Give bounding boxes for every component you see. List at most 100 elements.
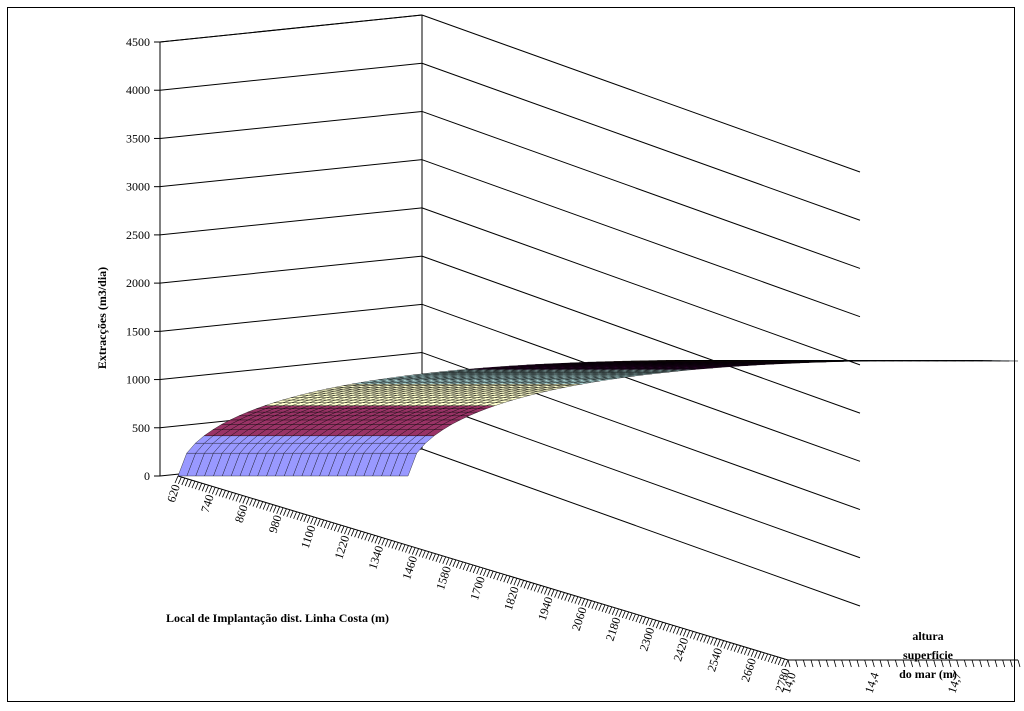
x-minor-tick — [567, 594, 572, 602]
x-minor-tick — [635, 614, 640, 623]
x-minor-tick — [225, 491, 230, 499]
x-minor-tick — [306, 515, 311, 524]
x-minor-tick — [371, 535, 375, 543]
depth-minor-tick — [879, 659, 883, 668]
depth-minor-tick — [871, 659, 875, 668]
depth-tick-label: 14,4 — [862, 671, 882, 695]
x-minor-tick — [727, 642, 731, 650]
gridline — [159, 110, 861, 269]
x-minor-tick — [462, 562, 467, 571]
x-minor-tick — [394, 542, 399, 550]
x-tick-label: 2540 — [704, 646, 725, 673]
x-minor-tick — [364, 533, 369, 541]
x-minor-tick — [577, 597, 582, 605]
x-minor-tick — [367, 534, 372, 542]
x-axis-title: Local de Implantação dist. Linha Costa (… — [166, 611, 389, 625]
x-minor-tick — [621, 610, 626, 619]
x-minor-tick — [479, 567, 484, 576]
depth-minor-tick — [1009, 659, 1013, 668]
tick-labels: 0 500 1000 1500 2000 2500 3000 3500 4000 4500 620 7… — [126, 35, 964, 695]
x-minor-tick — [459, 561, 464, 570]
x-minor-tick — [513, 578, 518, 586]
x-minor-tick — [628, 612, 633, 621]
x-minor-tick — [350, 528, 355, 537]
depth-minor-tick — [818, 659, 822, 668]
x-minor-tick — [550, 589, 555, 597]
x-minor-tick — [710, 637, 714, 645]
y-tick-label: 3500 — [126, 131, 150, 145]
x-minor-tick — [760, 652, 765, 661]
depth-minor-tick — [795, 659, 799, 668]
x-tick-label: 2300 — [637, 626, 658, 653]
x-tick-label: 1580 — [433, 564, 454, 591]
x-minor-tick — [252, 499, 257, 507]
x-tick-label: 1940 — [535, 595, 556, 622]
x-minor-tick — [645, 617, 650, 626]
x-minor-tick — [476, 566, 480, 575]
x-minor-tick — [347, 527, 352, 536]
x-minor-tick — [506, 576, 511, 584]
x-minor-tick — [235, 494, 240, 502]
x-minor-tick — [469, 564, 474, 573]
x-minor-tick — [611, 607, 616, 616]
x-minor-tick — [591, 601, 596, 609]
x-minor-tick — [638, 615, 643, 624]
x-minor-tick — [740, 646, 745, 654]
depth-axis-title-line: superficie — [903, 648, 954, 662]
x-minor-tick — [713, 638, 718, 646]
y-tick-label: 1000 — [126, 373, 150, 387]
depth-minor-tick — [933, 659, 937, 668]
x-minor-tick — [188, 479, 192, 488]
x-minor-tick — [703, 635, 708, 643]
x-minor-tick — [388, 540, 392, 548]
x-minor-tick — [649, 618, 653, 627]
x-minor-tick — [466, 563, 470, 572]
depth-tick-label: 14,7 — [945, 671, 965, 695]
depth-minor-tick — [917, 659, 921, 668]
x-minor-tick — [184, 478, 189, 487]
x-tick-label: 2420 — [670, 636, 691, 663]
top-edge — [159, 14, 423, 43]
x-minor-tick — [384, 539, 389, 547]
x-minor-tick — [693, 632, 697, 640]
x-minor-tick — [557, 591, 562, 599]
x-minor-tick — [574, 596, 579, 604]
x-minor-tick — [232, 493, 236, 501]
x-minor-tick — [245, 497, 250, 505]
x-minor-tick — [337, 524, 342, 533]
x-minor-tick — [605, 605, 609, 613]
x-minor-tick — [259, 501, 264, 509]
x-minor-tick — [706, 636, 711, 644]
x-minor-tick — [540, 586, 545, 594]
x-minor-tick — [262, 502, 267, 510]
x-minor-tick — [774, 656, 779, 665]
x-minor-tick — [191, 480, 196, 489]
x-minor-tick — [618, 609, 623, 618]
x-minor-tick — [215, 488, 220, 496]
x-minor-tick — [781, 658, 785, 667]
depth-axis-title-line: do mar (m) — [899, 667, 957, 681]
x-minor-tick — [286, 509, 291, 517]
x-minor-tick — [418, 549, 423, 557]
x-minor-tick — [432, 553, 436, 561]
x-tick-label: 2060 — [569, 605, 590, 632]
x-minor-tick — [750, 649, 755, 657]
x-minor-tick — [205, 485, 209, 493]
x-tick-label: 1340 — [365, 544, 386, 571]
depth-minor-tick — [963, 659, 967, 668]
depth-minor-tick — [956, 659, 960, 668]
x-minor-tick — [398, 543, 403, 551]
x-minor-tick — [174, 475, 179, 484]
x-minor-tick — [520, 580, 525, 588]
x-minor-tick — [472, 565, 477, 574]
x-tick-label: 1460 — [399, 554, 420, 581]
x-minor-tick — [767, 654, 772, 663]
depth-minor-tick — [825, 659, 829, 668]
x-minor-tick — [452, 559, 457, 567]
x-minor-tick — [676, 627, 680, 635]
x-minor-tick — [178, 476, 182, 485]
x-minor-tick — [483, 568, 487, 577]
y-tick-label: 4500 — [126, 35, 150, 49]
x-minor-tick — [239, 495, 243, 503]
depth-minor-tick — [979, 659, 983, 668]
